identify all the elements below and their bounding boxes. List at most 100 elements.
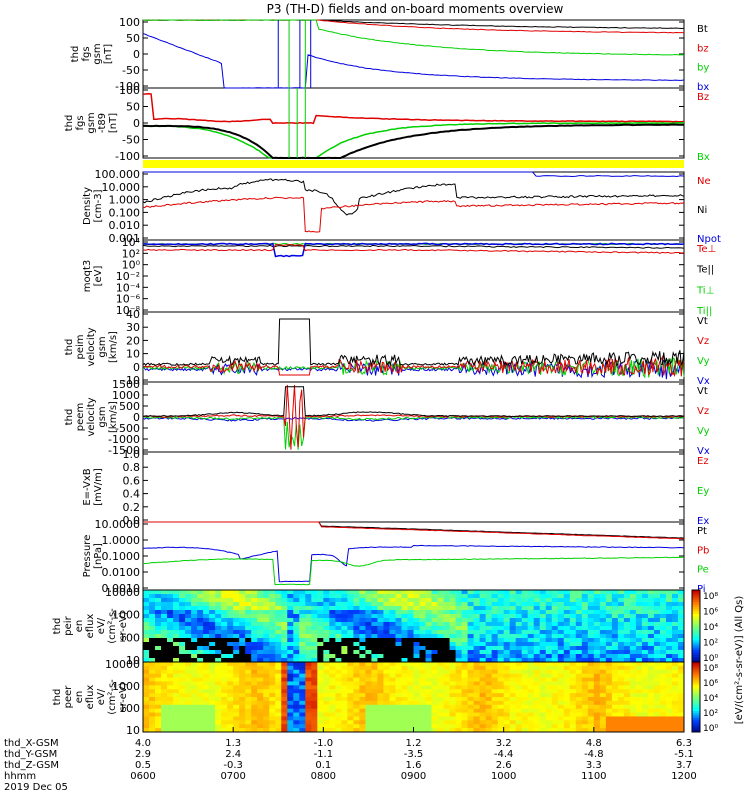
spectrogram-cell bbox=[329, 630, 336, 635]
spectrogram-cell bbox=[557, 650, 565, 655]
spectrogram-cell bbox=[413, 654, 420, 659]
spectrogram-cell bbox=[587, 708, 595, 713]
spectrogram-cell bbox=[515, 594, 523, 599]
spectrogram-cell bbox=[473, 614, 481, 619]
spectrogram-cell bbox=[245, 594, 252, 599]
spectrogram-cell bbox=[383, 614, 390, 619]
spectrogram-cell bbox=[647, 618, 655, 623]
spectrogram-cell bbox=[185, 677, 192, 682]
spectrogram-cell bbox=[599, 638, 607, 643]
spectrogram-cell bbox=[239, 634, 246, 639]
spectrogram-cell bbox=[587, 665, 595, 671]
spectrogram-cell bbox=[599, 716, 607, 721]
spectrogram-cell bbox=[587, 646, 595, 651]
spectrogram-cell bbox=[389, 642, 396, 647]
spectrogram-cell bbox=[371, 598, 378, 603]
spectrogram-cell bbox=[173, 704, 180, 710]
y-axis-label: (cm²-s- bbox=[107, 679, 118, 715]
spectrogram-cell bbox=[353, 606, 360, 611]
spectrogram-cell bbox=[179, 626, 186, 631]
spectrogram-cell bbox=[533, 728, 541, 733]
spectrogram-cell bbox=[521, 638, 529, 643]
spectrogram-cell bbox=[413, 594, 420, 599]
spectrogram-cell bbox=[473, 594, 481, 599]
legend-pb: Pb bbox=[697, 545, 709, 556]
spectrogram-cell bbox=[527, 681, 535, 686]
spectrogram-cell bbox=[167, 685, 174, 690]
spectrogram-cell bbox=[485, 665, 493, 671]
spectrogram-cell bbox=[599, 712, 607, 717]
spectrogram-cell bbox=[287, 677, 294, 682]
spectrogram-cell bbox=[467, 606, 475, 611]
spectrogram-cell bbox=[245, 642, 252, 647]
spectrogram-cell bbox=[605, 646, 613, 651]
colorbar-segment bbox=[692, 611, 700, 615]
spectrogram-cell bbox=[467, 622, 475, 627]
spectrogram-cell bbox=[407, 700, 414, 706]
spectrogram-cell bbox=[377, 626, 384, 631]
spectrogram-cell bbox=[587, 693, 595, 698]
spectrogram-cell bbox=[509, 642, 517, 647]
spectrogram-cell bbox=[539, 693, 547, 698]
spectrogram-cell bbox=[491, 590, 499, 595]
spectrogram-cell bbox=[545, 685, 553, 690]
spectrogram-cell bbox=[233, 662, 240, 667]
spectrogram-cell bbox=[653, 724, 661, 729]
spectrogram-cell bbox=[257, 618, 264, 623]
spectrogram-cell bbox=[569, 630, 577, 635]
spectrogram-cell bbox=[185, 650, 192, 655]
spectrogram-cell bbox=[497, 610, 505, 615]
spectrogram-cell bbox=[635, 681, 643, 686]
spectrogram-cell bbox=[473, 650, 481, 655]
y-tick-label: 10⁻⁶ bbox=[116, 293, 141, 306]
spectrogram-cell bbox=[239, 638, 246, 643]
spectrogram-cell bbox=[509, 610, 517, 615]
spectrogram-cell bbox=[599, 602, 607, 607]
spectrogram-cell bbox=[521, 602, 529, 607]
spectrogram-cell bbox=[641, 708, 649, 713]
spectrogram-cell bbox=[437, 622, 444, 627]
spectrogram-cell bbox=[347, 708, 354, 713]
spectrogram-cell bbox=[143, 677, 150, 682]
spectrogram-cell bbox=[581, 669, 589, 675]
spectrogram-cell bbox=[215, 724, 222, 729]
spectrogram-cell bbox=[569, 602, 577, 607]
spectrogram-cell bbox=[521, 594, 529, 599]
spectrogram-cell bbox=[545, 614, 553, 619]
spectrogram-cell bbox=[299, 669, 306, 675]
spectrogram-cell bbox=[521, 693, 529, 698]
spectrogram-cell bbox=[341, 708, 348, 713]
spectrogram-cell bbox=[287, 646, 294, 651]
spectrogram-cell bbox=[611, 685, 619, 690]
spectrogram-cell bbox=[173, 594, 180, 599]
spectrogram-cell bbox=[677, 724, 685, 729]
spectrogram-cell bbox=[215, 697, 222, 702]
spectrogram-cell bbox=[155, 618, 162, 623]
spectrogram-cell bbox=[425, 716, 432, 721]
y-axis-label: [nT] bbox=[103, 44, 114, 64]
spectrogram-cell bbox=[485, 634, 493, 639]
spectrogram-cell bbox=[221, 594, 228, 599]
spectrogram-cell bbox=[653, 658, 661, 663]
spectrogram-cell bbox=[281, 677, 288, 682]
spectrogram-cell bbox=[587, 618, 595, 623]
spectrogram-cell bbox=[221, 708, 228, 713]
spectrogram-cell bbox=[209, 630, 216, 635]
spectrogram-cell bbox=[149, 712, 156, 717]
spectrogram-cell bbox=[383, 602, 390, 607]
spectrogram-cell bbox=[239, 602, 246, 607]
spectrogram-cell bbox=[371, 708, 378, 713]
spectrogram-cell bbox=[167, 724, 174, 729]
spectrogram-cell bbox=[305, 681, 312, 686]
spectrogram-cell bbox=[233, 610, 240, 615]
spectrogram-cell bbox=[215, 689, 222, 694]
spectrogram-cell bbox=[653, 598, 661, 603]
spectrogram-cell bbox=[479, 673, 487, 678]
spectrogram-cell bbox=[311, 728, 318, 733]
spectrogram-cell bbox=[407, 689, 414, 694]
spectrogram-cell bbox=[473, 658, 481, 663]
spectrogram-cell bbox=[605, 598, 613, 603]
spectrogram-cell bbox=[239, 708, 246, 713]
spectrogram-cell bbox=[413, 716, 420, 721]
spectrogram-cell bbox=[557, 590, 565, 595]
